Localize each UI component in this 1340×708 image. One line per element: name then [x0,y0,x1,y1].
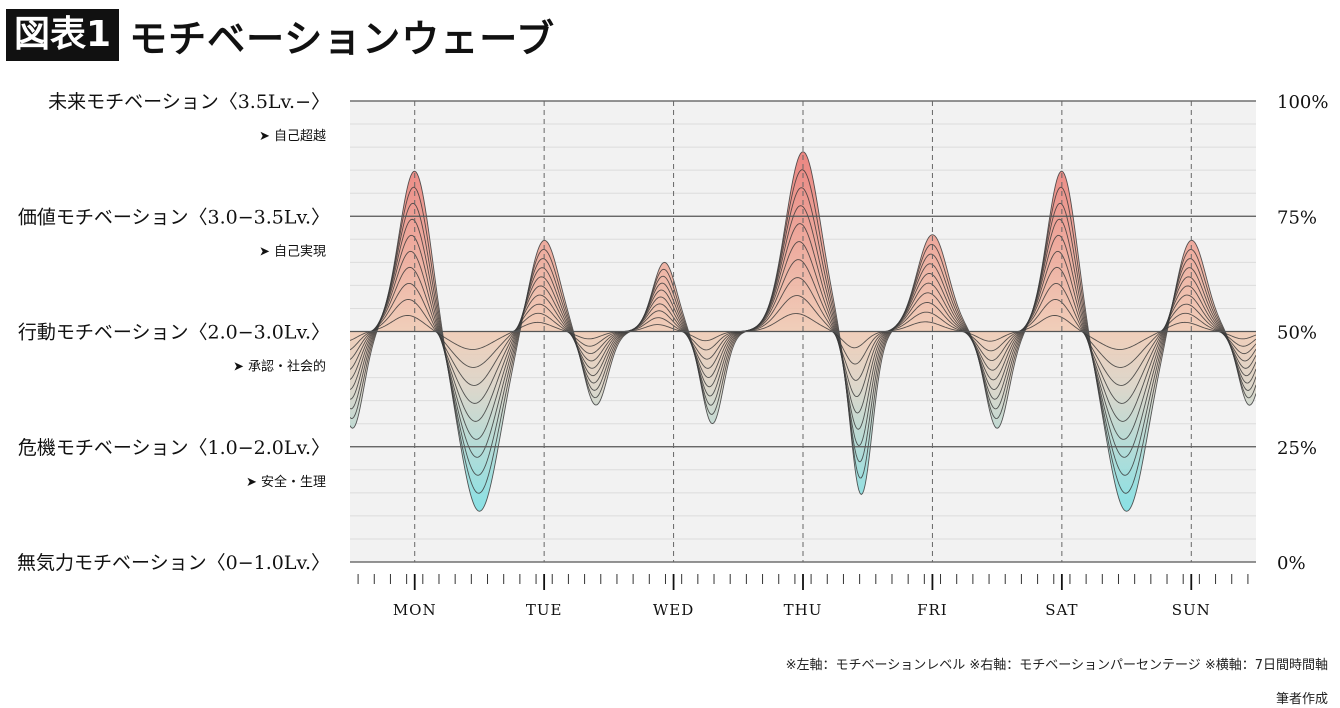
x-axis-day-label: WED [653,601,694,619]
wave-layer-line [350,151,1256,512]
right-axis-label: 50% [1277,323,1317,344]
left-axis-label: 価値モチベーション〈3.0−3.5Lv.〉 [18,206,330,228]
left-axis-sublabel: ➤ 承認・社会的 [233,359,326,375]
chart-title: モチベーションウェーブ [129,16,556,61]
credit-note: 筆者作成 [1275,692,1328,707]
wave-layer-line [350,187,1256,476]
axes-note: ※左軸：モチベーションレベル ※右軸：モチベーションパーセンテージ ※横軸：7日… [785,658,1328,673]
x-axis-day-label: THU [784,601,823,619]
left-axis-label: 危機モチベーション〈1.0−2.0Lv.〉 [18,437,330,459]
wave-layer-line [350,295,1256,368]
wave-layer-line [350,259,1256,404]
right-axis-label: 100% [1277,92,1328,113]
right-axis-label: 0% [1277,553,1306,574]
x-axis-day-label: SUN [1172,601,1211,619]
left-axis-sublabel: ➤ 自己実現 [259,243,326,259]
left-axis-sublabel: ➤ 自己超越 [259,129,326,144]
left-axis-sublabel: ➤ 安全・生理 [246,474,326,490]
title-bar: 図表1 モチベーションウェーブ [6,6,555,64]
wave-layer-line [350,223,1256,440]
left-axis-label: 無気力モチベーション〈0−1.0Lv.〉 [17,552,330,574]
wave-layer-line [350,277,1256,386]
left-axis-label: 未来モチベーション〈3.5Lv.−〉 [48,91,330,113]
x-axis-day-label: SAT [1045,601,1078,619]
x-axis-day-label: MON [393,601,437,619]
figure-tag: 図表1 [6,9,120,61]
right-axis-label: 75% [1277,207,1317,228]
wave-layer-line [350,241,1256,422]
left-axis-label: 行動モチベーション〈2.0−3.0Lv.〉 [18,322,330,344]
x-axis-day-label: TUE [526,601,563,619]
wave-layer-line [350,313,1256,350]
right-axis-label: 25% [1277,438,1317,459]
wave-layer-line [350,205,1256,458]
wave-layer-line [350,169,1256,494]
x-axis-day-label: FRI [917,601,948,619]
